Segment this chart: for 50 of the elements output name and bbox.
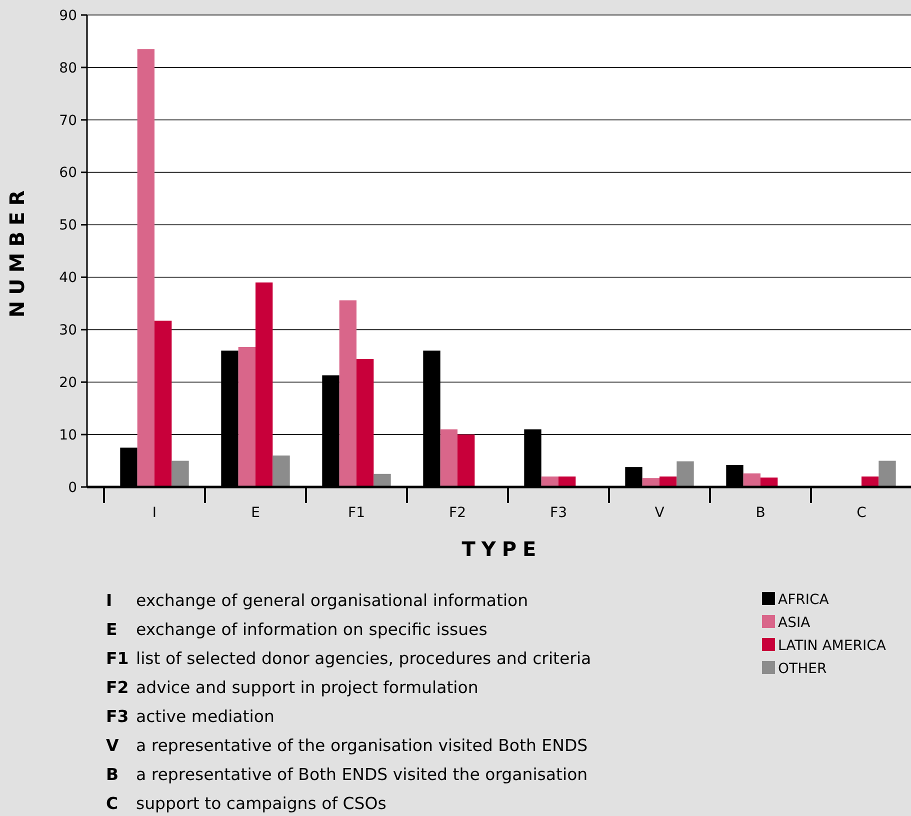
x-tick-label: F1	[348, 505, 365, 521]
bar	[743, 473, 760, 487]
bar	[339, 300, 356, 487]
y-tick-label: 60	[59, 165, 77, 182]
y-tick-label: 50	[59, 218, 77, 234]
y-tick-label: 70	[59, 112, 77, 129]
y-axis-title: NUMBER	[5, 184, 29, 318]
legend-label: OTHER	[778, 661, 827, 677]
x-tick-label: B	[756, 505, 766, 521]
bar	[676, 461, 694, 487]
bar	[256, 282, 273, 487]
text: V a representative of the organisation visited Both ENDS	[106, 736, 588, 755]
y-tick-label: 0	[68, 480, 77, 496]
x-tick-label: F2	[449, 505, 466, 521]
bar	[558, 476, 576, 487]
x-axis-title: TYPE	[462, 537, 542, 561]
bar	[878, 460, 896, 487]
bar	[458, 434, 475, 487]
y-tick-label: 80	[59, 60, 77, 76]
text: E exchange of information on specific issues	[106, 620, 488, 639]
text: F2 advice and support in project formulation	[106, 678, 478, 697]
text: F3 active mediation	[106, 707, 274, 726]
x-tick-label: F3	[550, 505, 567, 521]
text: I exchange of general organisational information	[106, 591, 528, 610]
bar	[374, 474, 391, 487]
legend-label: ASIA	[778, 615, 811, 631]
bar	[356, 359, 374, 487]
y-tick-label: 10	[59, 427, 77, 444]
bar	[862, 476, 879, 487]
bar	[238, 346, 256, 487]
x-tick-label: C	[856, 505, 867, 521]
x-tick-label: E	[251, 505, 260, 521]
y-tick-label: 20	[59, 375, 77, 392]
bar	[272, 456, 290, 487]
bar	[172, 460, 189, 487]
y-tick-label: 40	[59, 270, 77, 286]
bar	[541, 476, 558, 487]
legend-label: AFRICA	[778, 592, 830, 608]
text: B a representative of Both ENDS visited the organisation	[106, 765, 588, 784]
x-tick-label: V	[654, 505, 665, 521]
bar	[660, 476, 677, 487]
bar	[137, 49, 154, 487]
y-tick-label: 30	[59, 322, 77, 339]
x-tick-label: I	[152, 505, 157, 521]
bar	[154, 320, 172, 487]
legend-label: LATIN AMERICA	[778, 638, 886, 654]
bar	[440, 429, 458, 487]
y-tick-label: 90	[59, 8, 77, 24]
text: C support to campaigns of CSOs	[106, 794, 386, 813]
text: F1 list of selected donor agencies, procedures and criteria	[106, 649, 592, 668]
